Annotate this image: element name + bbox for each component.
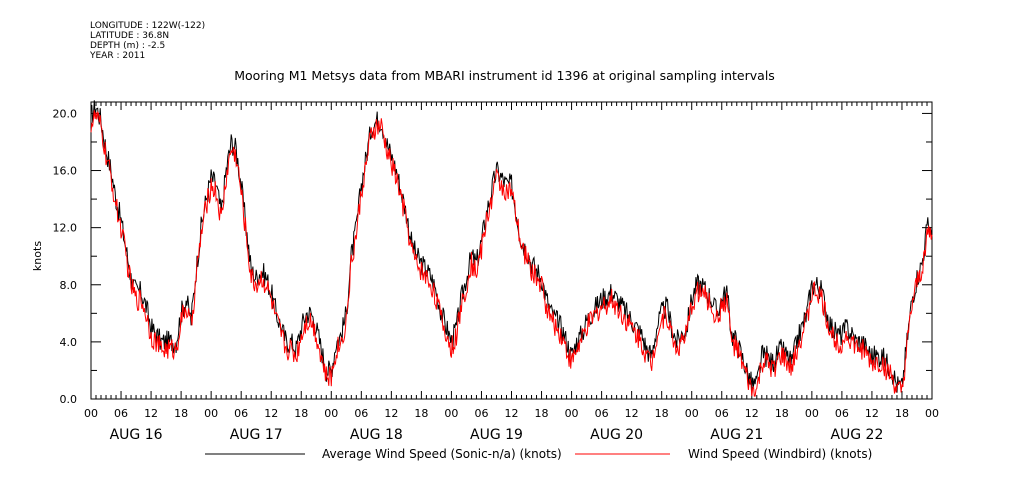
hour-tick-label: 18 [294, 407, 308, 420]
hour-tick-label: 12 [384, 407, 398, 420]
plot-frame [90, 101, 933, 400]
hour-tick-label: 00 [805, 407, 819, 420]
day-label: AUG 17 [230, 427, 283, 443]
y-tick-label: 0.0 [60, 393, 78, 406]
hour-tick-label: 12 [865, 407, 879, 420]
meta-longitude: LONGITUDE : 122W(-122) [90, 21, 206, 31]
y-axis-ticks: 0.0 4.0 8.0 12.0 16.0 20.0 [53, 107, 932, 406]
x-axis-ticks: 00 06 12 18 00 06 12 18 00 06 12 18 00 06 12 18 00 06 12 18… [84, 102, 939, 443]
y-axis-label: knots [31, 241, 44, 271]
hour-tick-label: 12 [625, 407, 639, 420]
hour-tick-label: 18 [414, 407, 428, 420]
y-tick-label: 20.0 [53, 107, 78, 120]
hour-tick-label: 12 [505, 407, 519, 420]
series-line-windbird-wind-speed [90, 110, 933, 397]
hour-tick-label: 06 [835, 407, 849, 420]
day-label: AUG 22 [830, 427, 883, 443]
hour-tick-label: 00 [444, 407, 458, 420]
meta-year: YEAR : 2011 [90, 51, 146, 61]
y-tick-label: 4.0 [60, 336, 78, 349]
hour-tick-label: 18 [895, 407, 909, 420]
hour-tick-label: 00 [84, 407, 98, 420]
hour-tick-label: 00 [324, 407, 338, 420]
meta-depth: DEPTH (m) : -2.5 [90, 41, 166, 51]
day-label: AUG 16 [110, 427, 163, 443]
hour-tick-label: 18 [655, 407, 669, 420]
day-label: AUG 21 [710, 427, 763, 443]
hour-tick-label: 00 [925, 407, 939, 420]
hour-tick-label: 18 [775, 407, 789, 420]
y-tick-label: 16.0 [53, 165, 78, 178]
meta-latitude: LATITUDE : 36.8N [90, 31, 170, 41]
hour-tick-label: 00 [204, 407, 218, 420]
y-tick-label: 12.0 [53, 222, 78, 235]
hour-tick-label: 06 [234, 407, 248, 420]
hour-tick-label: 12 [264, 407, 278, 420]
hour-tick-label: 06 [715, 407, 729, 420]
hour-tick-label: 18 [174, 407, 188, 420]
legend-label-windbird: Wind Speed (Windbird) (knots) [688, 447, 872, 461]
hour-tick-label: 00 [685, 407, 699, 420]
plot-border [90, 101, 933, 400]
series-line-average-wind-speed [90, 100, 933, 393]
legend: Average Wind Speed (Sonic-n/a) (knots) Wi… [205, 447, 872, 461]
hour-tick-label: 00 [565, 407, 579, 420]
hour-tick-label: 06 [595, 407, 609, 420]
hour-tick-label: 12 [745, 407, 759, 420]
y-tick-label: 8.0 [60, 279, 78, 292]
chart-title: Mooring M1 Metsys data from MBARI instru… [234, 68, 775, 83]
legend-label-average: Average Wind Speed (Sonic-n/a) (knots) [322, 447, 562, 461]
hour-tick-label: 06 [114, 407, 128, 420]
hour-tick-label: 18 [535, 407, 549, 420]
day-label: AUG 18 [350, 427, 403, 443]
mooring-metadata: LONGITUDE : 122W(-122) LATITUDE : 36.8N … [90, 21, 205, 61]
hour-tick-label: 12 [144, 407, 158, 420]
hour-tick-label: 06 [474, 407, 488, 420]
day-label: AUG 19 [470, 427, 523, 443]
day-label: AUG 20 [590, 427, 643, 443]
hour-tick-label: 06 [354, 407, 368, 420]
series-lines [90, 100, 933, 397]
